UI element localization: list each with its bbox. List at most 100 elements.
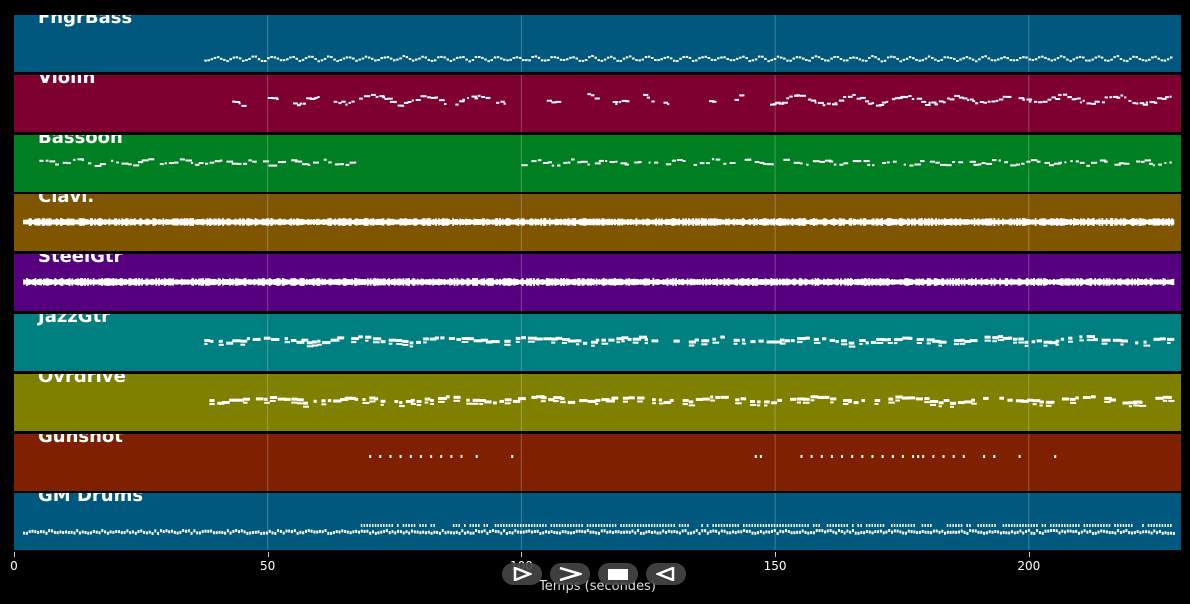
note — [859, 343, 863, 345]
note — [330, 532, 333, 536]
note — [907, 396, 916, 400]
note — [681, 524, 684, 528]
note — [340, 397, 349, 401]
note — [764, 404, 768, 407]
note — [1113, 95, 1119, 98]
note — [717, 57, 720, 60]
note — [444, 102, 447, 105]
note — [494, 524, 497, 528]
note — [543, 337, 553, 341]
note — [701, 339, 710, 343]
note — [978, 162, 982, 165]
note — [591, 344, 595, 347]
play-button[interactable] — [502, 563, 542, 585]
note — [531, 524, 533, 528]
note — [930, 399, 939, 403]
note — [751, 531, 754, 535]
note — [822, 395, 830, 399]
note — [1041, 524, 1044, 528]
note — [1128, 404, 1132, 407]
note — [807, 532, 810, 536]
note — [1128, 524, 1130, 528]
note — [631, 524, 633, 528]
note — [874, 56, 877, 59]
note — [751, 59, 755, 62]
note — [569, 56, 572, 59]
note — [1092, 532, 1094, 536]
note — [512, 399, 521, 403]
track-ovrdrive[interactable]: Ovrdrive — [14, 373, 1181, 431]
track-jazzgtr[interactable]: JazzGtr — [14, 314, 1181, 371]
note — [890, 55, 893, 58]
note — [843, 524, 846, 528]
note — [637, 396, 645, 400]
forward-button[interactable] — [550, 563, 590, 585]
note — [402, 55, 405, 58]
note — [1078, 524, 1080, 528]
note — [975, 102, 979, 105]
stop-button[interactable] — [598, 563, 638, 585]
note — [865, 530, 868, 534]
note — [351, 100, 355, 103]
note — [402, 531, 405, 535]
track-clavi[interactable]: Clavi. — [14, 194, 1181, 252]
note — [446, 395, 450, 399]
note — [129, 531, 132, 535]
note — [718, 531, 720, 535]
note — [802, 401, 810, 404]
note — [570, 524, 572, 528]
note — [301, 338, 309, 342]
note — [248, 57, 251, 60]
track-fngrbass[interactable]: FngrBass — [14, 15, 1181, 72]
note — [1128, 99, 1132, 102]
rewind-button[interactable] — [646, 563, 686, 585]
note — [1139, 404, 1147, 407]
note — [1055, 529, 1058, 533]
note — [338, 101, 342, 104]
note — [550, 530, 553, 534]
note — [1123, 162, 1130, 165]
note — [1165, 95, 1169, 98]
note — [876, 338, 885, 341]
note — [459, 100, 465, 103]
note — [512, 57, 516, 59]
note — [915, 58, 918, 61]
note — [687, 532, 690, 536]
note — [818, 524, 820, 528]
note — [754, 532, 757, 536]
note — [224, 532, 227, 536]
note — [1075, 159, 1079, 162]
note — [419, 531, 422, 535]
note — [815, 524, 818, 528]
track-bassoon[interactable]: Bassoon — [14, 134, 1181, 192]
note — [726, 524, 728, 528]
note — [243, 397, 250, 401]
note — [822, 337, 827, 341]
note — [327, 532, 330, 536]
note — [1058, 161, 1062, 164]
note — [997, 58, 1000, 61]
note — [1049, 341, 1058, 345]
note — [430, 398, 434, 402]
note — [826, 524, 829, 528]
note — [1041, 532, 1044, 536]
track-list: FngrBass Violin Bassoon Clavi. SteelGtr JazzG… — [14, 15, 1181, 552]
track-gunshot[interactable]: Gunshot — [14, 433, 1181, 491]
note — [511, 454, 514, 458]
note — [99, 162, 106, 165]
note — [586, 524, 589, 528]
note — [354, 397, 359, 401]
track-steelgtr[interactable]: SteelGtr — [14, 254, 1181, 312]
note — [333, 100, 338, 103]
note — [1112, 338, 1122, 342]
track-violin[interactable]: Violin — [14, 74, 1181, 132]
note — [942, 101, 946, 104]
track-gm-drums[interactable]: GM Drums — [14, 493, 1181, 551]
note — [969, 529, 972, 533]
note — [739, 56, 742, 59]
note — [860, 96, 866, 99]
note — [1079, 335, 1083, 339]
note — [1082, 56, 1085, 59]
note — [477, 94, 481, 97]
note — [394, 399, 399, 403]
